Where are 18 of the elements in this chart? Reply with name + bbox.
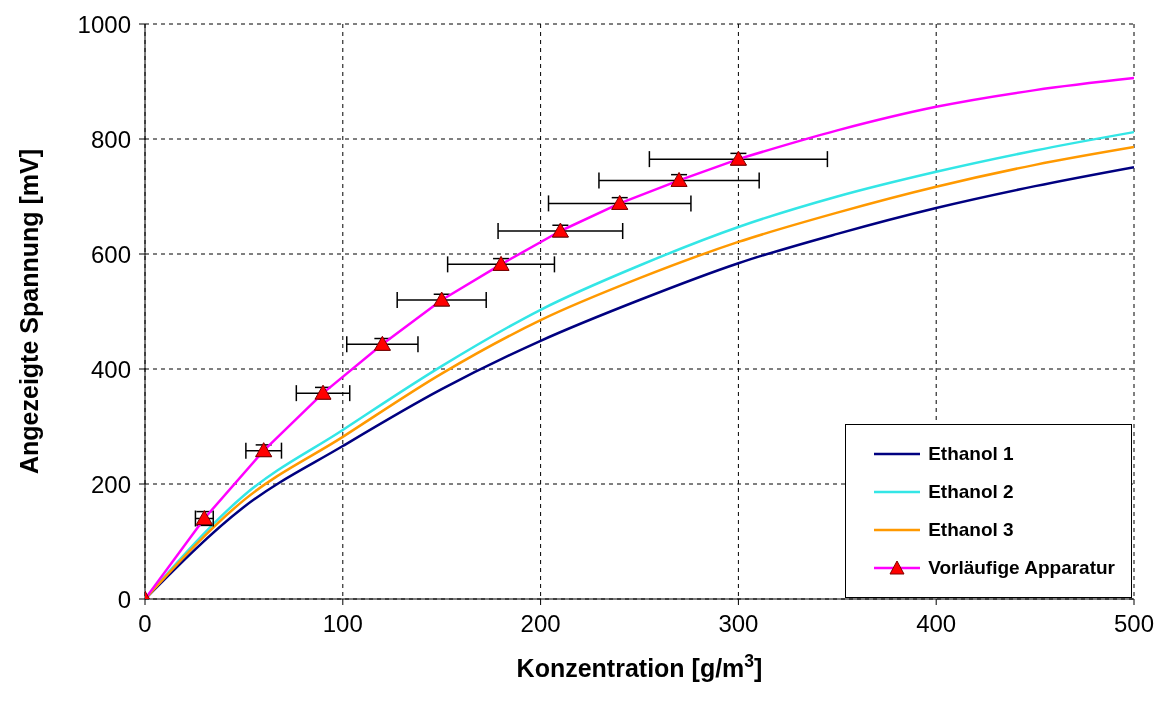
x-tick-label: 500 [1113, 610, 1155, 638]
legend-label: Vorläufige Apparatur [928, 557, 1115, 579]
y-tick-label: 600 [90, 240, 131, 268]
y-tick-label: 200 [90, 470, 131, 498]
x-tick-label: 100 [322, 610, 363, 638]
y-tick-label: 1000 [77, 10, 131, 38]
y-tick-label: 400 [90, 355, 131, 383]
x-tick-label: 200 [520, 610, 561, 638]
x-tick-label: 0 [138, 610, 152, 638]
legend-label: Ethanol 1 [928, 443, 1014, 465]
y-tick-label: 0 [117, 585, 131, 613]
legend-label: Ethanol 2 [928, 481, 1014, 503]
x-tick-label: 400 [916, 610, 957, 638]
y-tick-label: 800 [90, 125, 131, 153]
legend-label: Ethanol 3 [928, 519, 1014, 541]
y-axis-title: Angezeigte Spannung [mV] [15, 149, 43, 474]
x-axis-title: Konzentration [g/m$^{3}$] [516, 651, 763, 682]
x-tick-label: 300 [718, 610, 759, 638]
